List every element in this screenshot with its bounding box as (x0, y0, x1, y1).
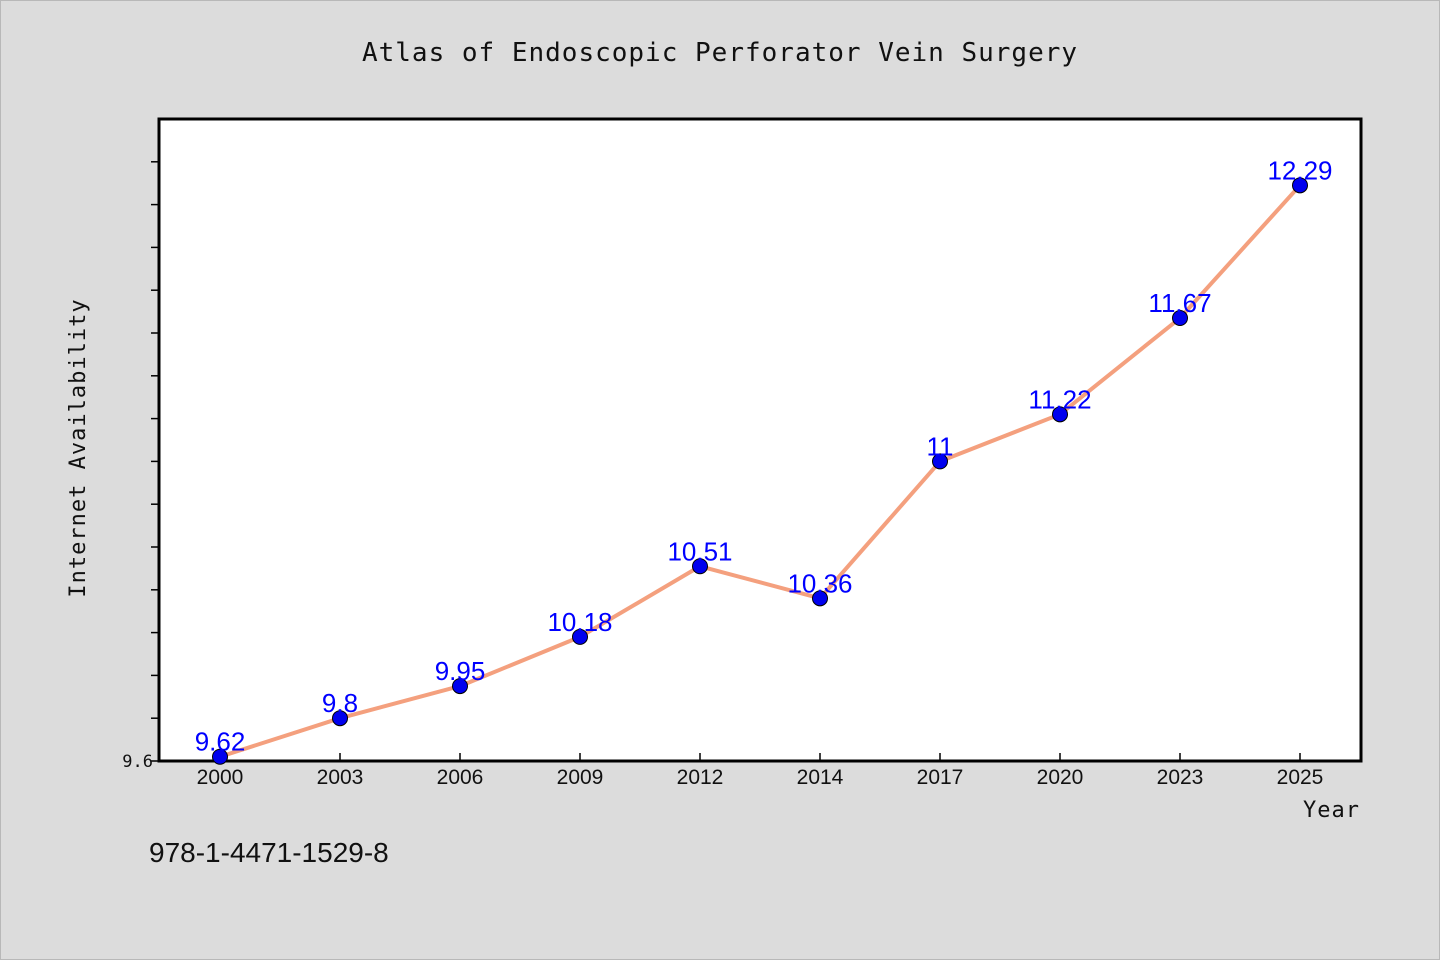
x-tick-label: 2014 (797, 766, 844, 789)
series-line-group (218, 183, 1302, 759)
data-point-marker (452, 678, 468, 695)
x-axis-tick-labels: 2000 2003 2006 2009 2012 2014 2017 2020 2023 2025 (197, 766, 1324, 789)
x-tick-label: 2025 (1277, 766, 1324, 789)
data-point-marker (1172, 310, 1188, 327)
plot-area (157, 117, 1363, 763)
data-label: 9.95 (435, 656, 486, 686)
data-point-marker (932, 453, 948, 470)
isbn-text: 978-1-4471-1529-8 (149, 837, 389, 868)
chart-title: Atlas of Endoscopic Perforator Vein Surg… (362, 38, 1078, 68)
data-label: 11.67 (1148, 288, 1211, 318)
data-label: 12.29 (1267, 155, 1332, 185)
data-point-marker (212, 748, 228, 765)
data-label: 11 (927, 431, 954, 461)
y-tick-label: 9.6 (122, 752, 153, 772)
data-label: 9.8 (322, 688, 358, 718)
data-point-marker (332, 710, 348, 727)
data-point-marker (1292, 177, 1308, 194)
series-data-labels: 9.62 9.8 9.95 10.18 10.51 10.36 11 11.22 11.67 12… (195, 155, 1333, 756)
y-axis-label: Internet Availability (66, 298, 91, 597)
data-point-marker (692, 558, 708, 575)
x-tick-label: 2020 (1037, 766, 1084, 789)
x-tick-label: 2003 (317, 766, 364, 789)
data-label: 9.62 (195, 727, 246, 757)
data-point-marker (572, 628, 588, 645)
data-label: 10.36 (787, 568, 852, 598)
x-tick-label: 2017 (917, 766, 964, 789)
x-tick-label: 2006 (437, 766, 484, 789)
data-label: 10.51 (667, 536, 732, 566)
series-line (218, 183, 1302, 759)
y-axis-ticks (151, 161, 159, 762)
data-point-marker (812, 590, 828, 607)
y-axis-tick-labels: 9.6 (122, 752, 153, 772)
x-tick-label: 2009 (557, 766, 604, 789)
x-tick-label: 2023 (1157, 766, 1204, 789)
data-label: 10.18 (547, 607, 612, 637)
series-markers (212, 177, 1308, 765)
x-axis-label: Year (1303, 798, 1360, 823)
x-tick-label: 2000 (197, 766, 244, 789)
x-tick-label: 2012 (677, 766, 724, 789)
data-point-marker (1052, 406, 1068, 423)
data-label: 11.22 (1028, 384, 1091, 414)
